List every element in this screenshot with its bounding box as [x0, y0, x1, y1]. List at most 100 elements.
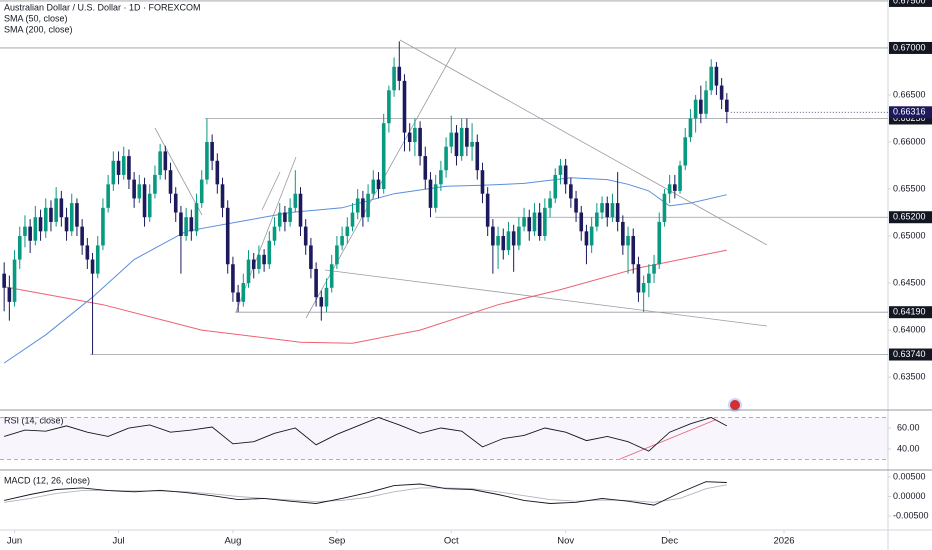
- candle-body: [64, 217, 69, 232]
- candle-body: [657, 221, 662, 265]
- rsi-band: [0, 417, 888, 460]
- candle-body: [491, 226, 495, 246]
- candle-body: [251, 259, 256, 269]
- candle-body: [361, 198, 365, 218]
- candle-body: [303, 226, 308, 246]
- candle-body: [7, 287, 12, 302]
- candle-body: [683, 137, 688, 166]
- candle-body: [12, 259, 17, 302]
- candle-body: [241, 283, 246, 302]
- candle-body: [465, 127, 469, 147]
- candle-body: [496, 236, 500, 246]
- candle-body: [610, 203, 615, 218]
- candle-body: [449, 132, 454, 147]
- candle-body: [641, 283, 646, 293]
- candle-body: [693, 99, 698, 119]
- drawings: [154, 39, 768, 460]
- candle-body: [69, 203, 74, 232]
- macd-label: MACD (12, 26, close): [4, 475, 90, 485]
- x-tick-label: Aug: [224, 536, 241, 547]
- sma-line: [4, 249, 727, 344]
- rsi-tick-label: 40.00: [897, 443, 920, 453]
- x-tick-label: Jun: [7, 536, 22, 547]
- y-tick-label: 0.66000: [893, 136, 926, 146]
- candle-body: [506, 231, 511, 251]
- candle-body: [475, 141, 480, 171]
- x-tick-label: Oct: [444, 536, 459, 547]
- x-tick-label: 2026: [773, 536, 794, 547]
- x-tick-label: Sep: [328, 536, 345, 547]
- candle-body: [667, 184, 672, 194]
- candle-body: [454, 132, 459, 157]
- level-label: 0.65200: [893, 212, 926, 222]
- candle-body: [267, 240, 272, 265]
- candle-body: [225, 207, 230, 265]
- y-tick-label: 0.66500: [893, 89, 926, 99]
- candle-body: [433, 184, 438, 208]
- candle-body: [636, 264, 641, 293]
- candle-body: [397, 66, 402, 81]
- candle-body: [116, 160, 121, 175]
- candle-body: [527, 217, 532, 232]
- candle-body: [17, 236, 22, 260]
- level-label: 0.64190: [893, 307, 926, 317]
- candle-body: [33, 217, 38, 241]
- candle-body: [277, 212, 282, 227]
- candle-body: [95, 245, 100, 274]
- candle-body: [111, 160, 116, 185]
- candle-body: [121, 156, 126, 175]
- candle-body: [158, 151, 162, 175]
- candle-body: [480, 170, 485, 194]
- candle-body: [288, 207, 292, 222]
- candle-body: [579, 212, 584, 232]
- candle-body: [371, 179, 376, 194]
- level-label: 0.67000: [893, 42, 926, 52]
- candle-body: [725, 99, 729, 112]
- level-marker: [889, 211, 932, 224]
- macd-tick-label: 0.00500: [893, 471, 926, 481]
- candle-body: [621, 221, 625, 246]
- candle-body: [179, 212, 183, 237]
- candle-body: [43, 207, 48, 232]
- candle-body: [231, 264, 235, 293]
- candle-body: [563, 165, 568, 185]
- candle-body: [350, 212, 355, 227]
- candle-body: [163, 151, 168, 171]
- candle-body: [543, 207, 547, 237]
- candle-body: [2, 273, 6, 288]
- x-tick-label: Dec: [661, 536, 678, 547]
- legend-entry: SMA (200, close): [4, 24, 73, 34]
- candle-body: [329, 264, 334, 288]
- candle-body: [387, 90, 391, 124]
- candle-body: [194, 203, 199, 232]
- candle-body: [257, 254, 261, 269]
- candle-body: [220, 184, 225, 208]
- candle-body: [54, 198, 58, 222]
- candle-body: [615, 203, 620, 222]
- candle-body: [153, 174, 157, 194]
- candle-body: [293, 193, 298, 208]
- x-tick-label: Nov: [557, 536, 574, 547]
- candle-body: [511, 231, 516, 246]
- candle-body: [485, 193, 490, 227]
- candle-body: [127, 156, 131, 180]
- candle-body: [631, 236, 636, 265]
- candle-body: [439, 170, 443, 185]
- candle-body: [298, 193, 303, 227]
- trendline: [154, 127, 203, 216]
- candle-body: [38, 217, 43, 232]
- candle-body: [459, 127, 464, 157]
- candle-body: [501, 236, 506, 251]
- candle-body: [699, 99, 703, 114]
- candle-body: [262, 254, 266, 265]
- chart-title: Australian Dollar / U.S. Dollar · 1D · F…: [4, 2, 201, 12]
- y-tick-label: 0.65500: [893, 183, 926, 193]
- candle-body: [210, 141, 214, 161]
- candle-body: [366, 193, 370, 218]
- candle-body: [517, 226, 521, 246]
- candle-body: [418, 127, 422, 157]
- candle-body: [106, 184, 110, 208]
- rsi-line: [4, 417, 728, 452]
- candle-body: [184, 217, 188, 237]
- candle-body: [23, 226, 27, 237]
